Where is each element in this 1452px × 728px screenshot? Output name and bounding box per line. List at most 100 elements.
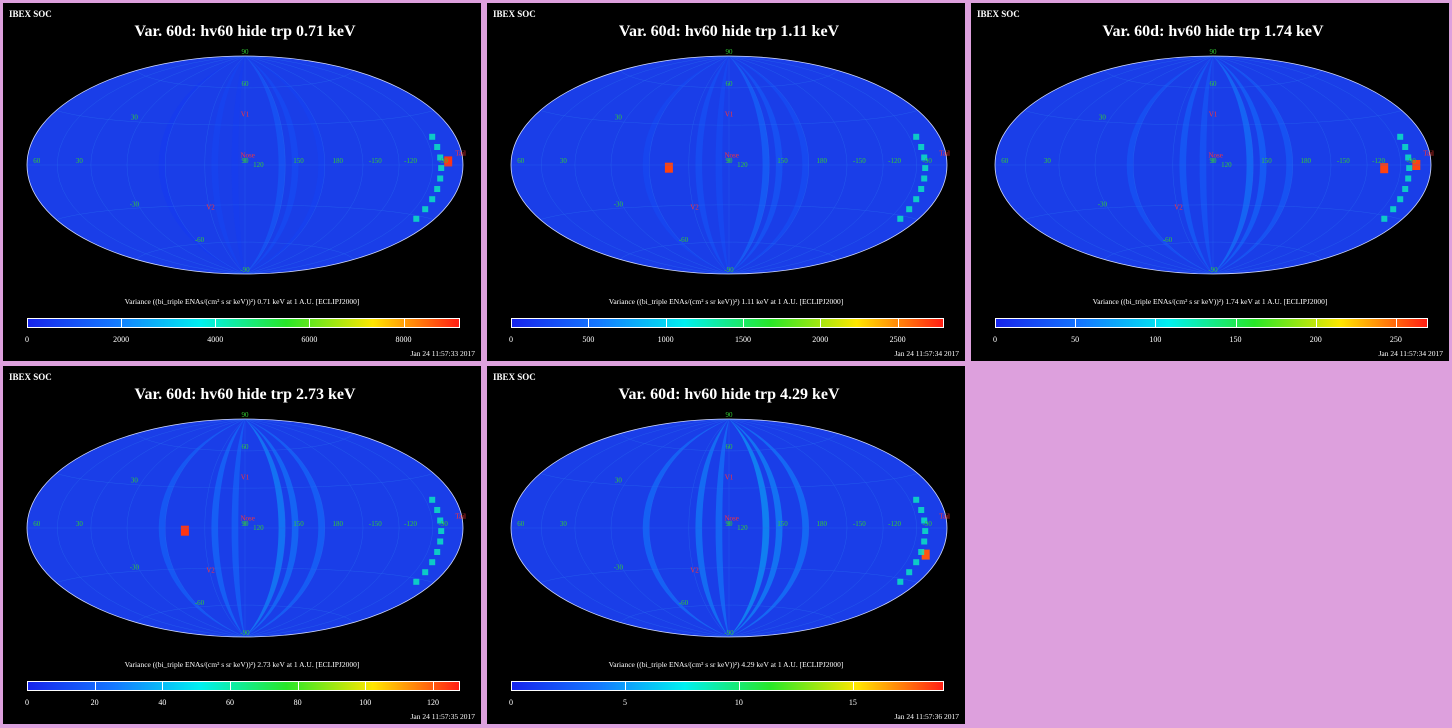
longitude-label: -90	[923, 520, 933, 528]
latitude-label: 30	[615, 477, 623, 485]
tail-region-pixel	[918, 549, 925, 555]
latitude-label: -90	[1208, 266, 1218, 274]
grid-parallel	[135, 433, 355, 452]
colorbar-tick-label: 250	[1389, 335, 1402, 344]
colorbar-tick	[94, 681, 96, 691]
longitude-label: -120	[1372, 157, 1385, 165]
map-outline	[26, 418, 464, 638]
map-outline	[510, 55, 948, 275]
latitude-label: -30	[614, 563, 624, 571]
latitude-label: -30	[130, 200, 140, 208]
colorbar-tick-label: 5	[622, 698, 627, 707]
nose-marker: Nose	[241, 515, 255, 523]
longitude-label: 120	[737, 161, 748, 169]
longitude-label: -120	[404, 520, 417, 528]
tail-region-pixel	[437, 175, 444, 182]
colorbar-tick	[403, 318, 405, 328]
colorbar-tick-label: 15	[848, 698, 857, 707]
colorbar-tick	[820, 318, 822, 328]
tail-marker: Tail	[939, 513, 950, 521]
longitude-label: -120	[404, 157, 417, 165]
voyager2-marker: V2	[1174, 204, 1183, 212]
tail-region-pixel	[437, 517, 444, 524]
colorbar-label: Variance ((bi_triple ENAs/(cm² s sr keV)…	[124, 660, 360, 669]
timestamp: Jan 24 11:57:33 2017	[410, 349, 475, 358]
latitude-label: -30	[614, 200, 624, 208]
longitude-label: -150	[369, 520, 382, 528]
latitude-label: -60	[195, 599, 205, 607]
grid-parallel	[135, 241, 355, 260]
latitude-label: 90	[242, 411, 250, 419]
variance-band	[1213, 56, 1293, 274]
latitude-label: -60	[679, 599, 689, 607]
variance-band	[245, 56, 286, 274]
colorbar-label: Variance ((bi_triple ENAs/(cm² s sr keV)…	[608, 297, 844, 306]
longitude-label: 60	[33, 157, 41, 165]
latitude-label: -60	[1163, 236, 1173, 244]
longitude-label: -150	[1337, 157, 1350, 165]
grid-parallel	[540, 204, 918, 220]
colorbar	[511, 318, 944, 328]
latitude-label: 30	[615, 114, 623, 122]
ibex-soc-label: IBEX SOC	[9, 372, 52, 382]
longitude-label: 180	[332, 520, 343, 528]
colorbar-tick-label: 1500	[734, 335, 751, 344]
latitude-label: -90	[724, 629, 734, 637]
variance-band	[1213, 56, 1267, 274]
latitude-label: -60	[679, 236, 689, 244]
longitude-label: -150	[853, 157, 866, 165]
ibex-soc-label: IBEX SOC	[493, 372, 536, 382]
variance-band	[729, 56, 770, 274]
variance-band	[695, 419, 729, 637]
colorbar-tick	[1075, 318, 1077, 328]
colorbar-tick	[1395, 318, 1397, 328]
hot-pixel	[444, 156, 453, 167]
colorbar-tick-label: 100	[1149, 335, 1162, 344]
hot-pixel	[921, 549, 930, 560]
grid-parallel	[1024, 204, 1402, 220]
colorbar-tick	[297, 681, 299, 691]
longitude-label: 180	[816, 520, 827, 528]
colorbar-tick-label: 150	[1229, 335, 1242, 344]
map-outline	[26, 55, 464, 275]
colorbar-tick-label: 4000	[207, 335, 224, 344]
map-outline	[510, 418, 948, 638]
skymap-panel: IBEX SOC Var. 60d: hv60 hide trp 0.71 keV…	[3, 3, 481, 361]
tail-region-pixel	[422, 206, 429, 213]
longitude-label: 60	[517, 157, 525, 165]
tail-region-pixel	[918, 186, 925, 192]
latitude-label: 90	[242, 48, 250, 56]
grid-parallel	[619, 604, 839, 623]
latitude-label: 30	[131, 114, 139, 122]
tail-region-pixel	[413, 215, 420, 222]
grid-parallel	[1024, 110, 1402, 126]
latitude-label: 90	[1210, 48, 1218, 56]
ibex-soc-label: IBEX SOC	[9, 9, 52, 19]
longitude-label: -90	[439, 520, 449, 528]
grid-parallel	[1103, 241, 1323, 260]
latitude-label: 0	[727, 157, 731, 165]
variance-band	[245, 56, 299, 274]
tail-region-pixel	[913, 559, 920, 566]
grid-parallel	[135, 70, 355, 89]
tail-region-pixel	[913, 496, 920, 503]
longitude-label: 180	[1300, 157, 1311, 165]
tail-region-pixel	[906, 206, 913, 213]
longitude-label: 90	[242, 520, 250, 528]
voyager2-marker: V2	[206, 204, 215, 212]
longitude-label: 90	[726, 520, 734, 528]
colorbar-tick-label: 6000	[301, 335, 318, 344]
tail-region-pixel	[437, 154, 444, 161]
longitude-label: -120	[888, 157, 901, 165]
longitude-label: 30	[560, 520, 568, 528]
tail-region-pixel	[429, 133, 436, 140]
variance-band	[245, 419, 325, 637]
skymap-panel: IBEX SOC Var. 60d: hv60 hide trp 2.73 keV…	[3, 366, 481, 724]
colorbar-label: Variance ((bi_triple ENAs/(cm² s sr keV)…	[1092, 297, 1328, 306]
colorbar-tick	[121, 318, 123, 328]
tail-region-pixel	[429, 559, 436, 566]
